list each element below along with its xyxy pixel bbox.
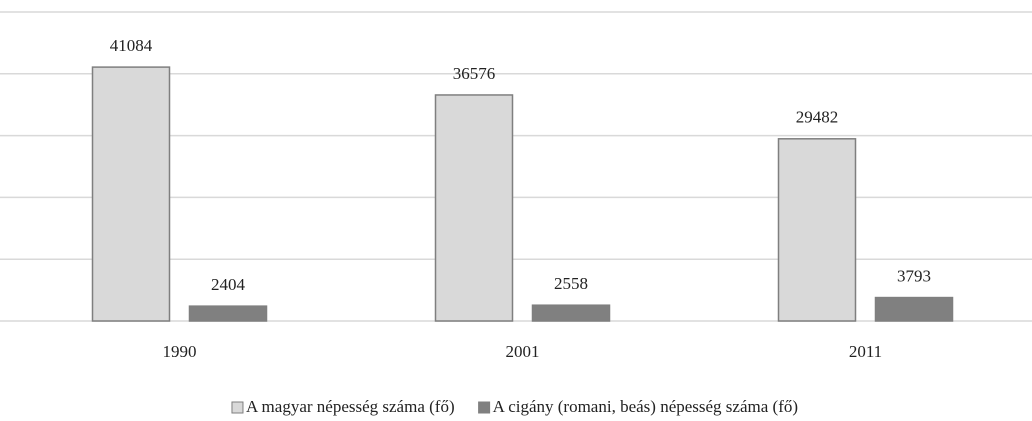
bar bbox=[874, 296, 954, 322]
bar bbox=[91, 66, 171, 322]
data-label: 2404 bbox=[211, 275, 246, 294]
bar bbox=[777, 138, 857, 322]
data-label: 41084 bbox=[110, 36, 153, 55]
legend-label: A magyar népesség száma (fő) bbox=[246, 397, 455, 416]
legend-marker bbox=[231, 401, 244, 414]
x-tick-label: 2011 bbox=[849, 342, 882, 361]
bar bbox=[434, 94, 514, 322]
bar bbox=[188, 305, 268, 322]
data-label: 36576 bbox=[453, 64, 496, 83]
data-label: 29482 bbox=[796, 108, 839, 127]
legend-label: A cigány (romani, beás) népesség száma (… bbox=[493, 397, 798, 416]
bar bbox=[531, 304, 611, 322]
data-label: 3793 bbox=[897, 266, 931, 285]
x-tick-label: 2001 bbox=[506, 342, 540, 361]
x-tick-label: 1990 bbox=[163, 342, 197, 361]
legend: A magyar népesség száma (fő) A cigány (ro… bbox=[231, 397, 798, 416]
legend-marker bbox=[478, 401, 491, 414]
data-label: 2558 bbox=[554, 274, 588, 293]
